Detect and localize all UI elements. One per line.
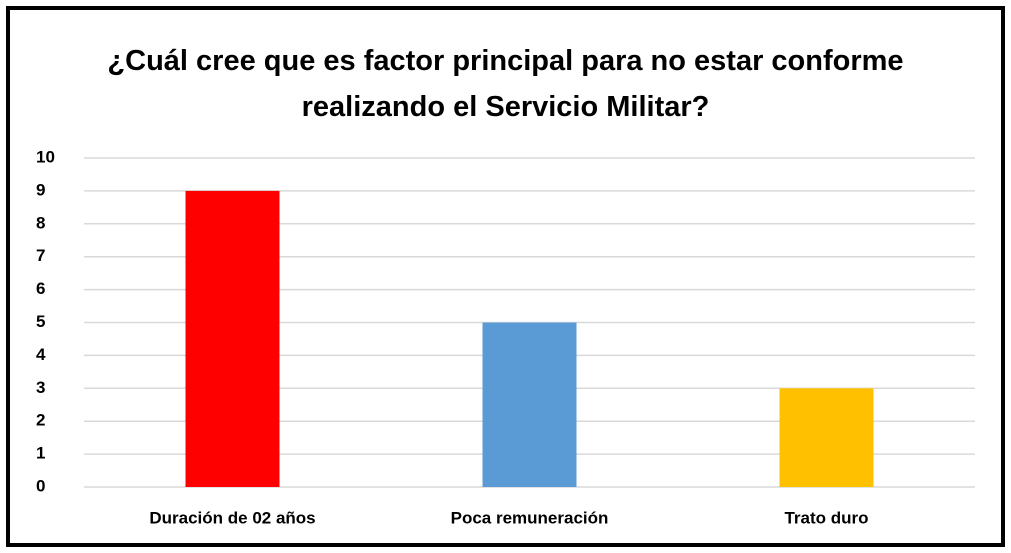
y-tick-label: 1 [36, 444, 45, 463]
y-tick-label: 3 [36, 378, 45, 397]
bar [185, 190, 280, 487]
bar [779, 388, 874, 487]
y-tick-label: 6 [36, 279, 45, 298]
y-tick-label: 4 [36, 345, 46, 364]
y-tick-label: 0 [36, 476, 45, 495]
x-tick-label: Poca remuneración [451, 508, 609, 527]
x-tick-label: Duración de 02 años [149, 508, 315, 527]
y-tick-label: 9 [36, 180, 45, 199]
y-tick-label: 5 [36, 312, 45, 331]
x-tick-label: Trato duro [784, 508, 868, 527]
chart-title: ¿Cuál cree que es factor principal para … [107, 45, 904, 123]
bar [482, 322, 577, 487]
y-tick-label: 7 [36, 246, 45, 265]
y-tick-label: 8 [36, 213, 45, 232]
y-tick-label: 10 [36, 147, 55, 166]
y-tick-label: 2 [36, 411, 45, 430]
